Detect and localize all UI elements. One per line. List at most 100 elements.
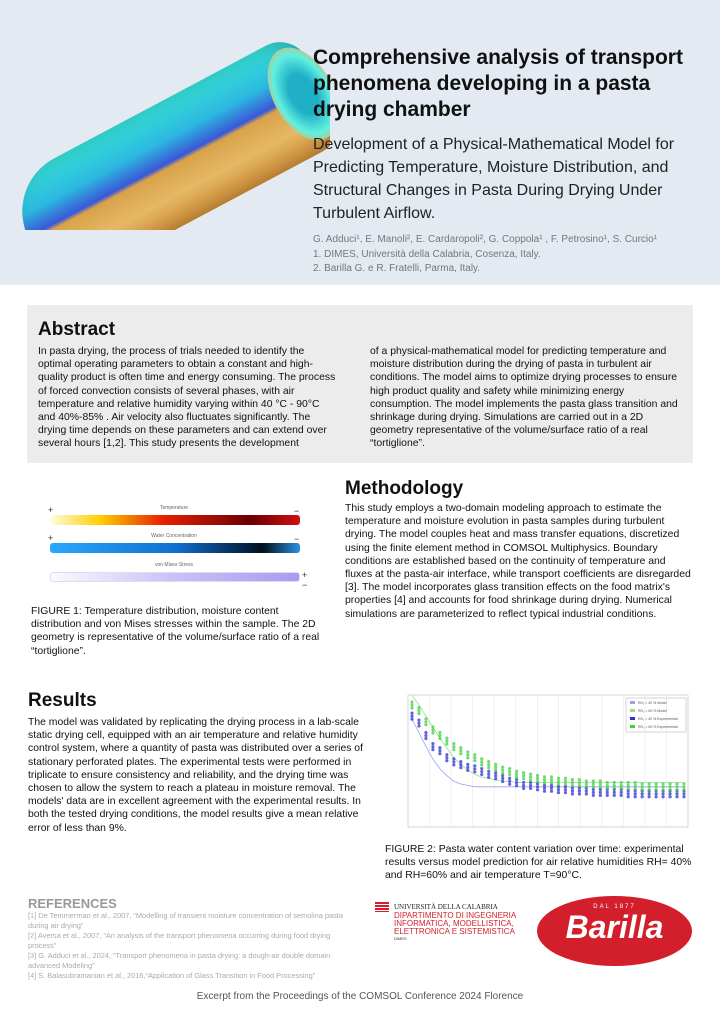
data-point	[549, 783, 554, 787]
data-point	[459, 752, 463, 756]
data-point	[508, 776, 512, 780]
data-point	[535, 773, 540, 778]
data-point	[431, 748, 435, 752]
data-point	[570, 784, 575, 788]
data-point	[682, 782, 686, 786]
data-point	[473, 767, 477, 771]
data-point	[591, 785, 595, 789]
data-point	[584, 792, 588, 796]
data-point	[521, 777, 526, 781]
affiliation: 1. DIMES, Università della Calabria, Cos…	[313, 248, 541, 260]
legend-swatch	[630, 725, 635, 728]
data-point	[619, 780, 623, 785]
data-point	[542, 781, 547, 785]
data-point	[598, 790, 602, 794]
data-point	[473, 753, 477, 757]
data-point	[584, 789, 588, 793]
data-point	[570, 778, 575, 782]
data-point	[424, 720, 428, 724]
data-point	[452, 742, 456, 746]
data-point	[487, 766, 491, 770]
data-point	[480, 769, 484, 774]
data-point	[591, 790, 595, 794]
legend-label: RH₁ = 40 % Model	[638, 701, 667, 705]
data-point	[466, 762, 470, 767]
reference-item: [1] De Temmerman et al., 2007, “Modellin…	[28, 911, 343, 930]
data-point	[438, 746, 442, 750]
data-point	[480, 763, 484, 767]
data-point	[598, 785, 602, 789]
data-point	[577, 792, 581, 796]
data-point	[654, 785, 658, 789]
data-point	[640, 785, 644, 789]
poster-subtitle: Development of a Physical-Mathematical M…	[313, 136, 675, 222]
data-point	[417, 708, 421, 713]
data-point	[473, 759, 477, 763]
data-point	[605, 790, 609, 794]
data-point	[445, 753, 449, 757]
data-point	[528, 775, 533, 779]
footer: Excerpt from the Proceedings of the COMS…	[196, 991, 524, 1002]
data-point	[515, 772, 519, 776]
data-point	[661, 795, 665, 799]
data-point	[494, 774, 498, 778]
data-point	[633, 792, 637, 796]
poster-title: Comprehensive analysis of transport phen…	[313, 46, 683, 121]
data-point	[619, 786, 623, 791]
data-point	[675, 782, 679, 786]
data-point	[605, 786, 609, 791]
data-point	[459, 749, 463, 753]
data-point	[431, 725, 435, 729]
data-point	[480, 772, 484, 777]
abstract-text: of a physical-mathematical model for pre…	[370, 346, 678, 450]
data-point	[640, 788, 644, 792]
data-point	[508, 766, 512, 771]
data-point	[431, 731, 435, 735]
data-point	[508, 779, 512, 783]
data-point	[445, 739, 449, 743]
data-point	[445, 736, 449, 740]
data-point	[528, 778, 533, 782]
data-point	[584, 779, 588, 783]
data-point	[487, 772, 491, 776]
data-point	[619, 783, 623, 788]
authors: G. Adduci¹, E. Manoli², E. Cardaropoli²,…	[313, 234, 658, 245]
data-point	[542, 778, 547, 782]
data-point	[487, 775, 491, 779]
data-point	[668, 788, 672, 792]
data-point	[654, 792, 658, 796]
series-line	[411, 695, 684, 784]
data-point	[438, 736, 442, 741]
figure-2-caption: FIGURE 2: Pasta water content variation …	[385, 844, 692, 882]
data-point	[654, 795, 658, 799]
series-line	[411, 718, 684, 788]
figure-1-caption: FIGURE 1: Temperature distribution, mois…	[31, 606, 320, 657]
data-point	[424, 733, 428, 738]
data-point	[424, 730, 428, 735]
data-point	[605, 793, 609, 797]
data-point	[549, 778, 554, 782]
data-point	[682, 785, 686, 789]
legend-swatch	[630, 717, 635, 720]
pasta-simulation-image	[0, 40, 330, 230]
data-point	[661, 785, 665, 789]
data-point	[640, 792, 644, 796]
data-point	[445, 759, 449, 763]
data-point	[515, 781, 519, 785]
bar-label: von Mises Stress	[154, 562, 194, 568]
data-point	[438, 730, 442, 735]
data-point	[487, 760, 491, 764]
unical-logo: UNIVERSITÀ DELLA CALABRIA DIPARTIMENTO D…	[375, 902, 525, 941]
affiliation: 2. Barilla G. e R. Fratelli, Parma, Ital…	[313, 263, 481, 274]
data-point	[570, 781, 575, 785]
data-point	[626, 795, 630, 799]
data-point	[612, 783, 616, 788]
data-point	[542, 783, 547, 787]
data-point	[626, 789, 630, 793]
data-point	[675, 788, 679, 792]
data-point	[570, 792, 575, 796]
data-point	[410, 714, 414, 718]
results-text: The model was validated by replicating t…	[28, 717, 363, 834]
data-point	[480, 766, 484, 771]
data-point	[577, 784, 581, 788]
